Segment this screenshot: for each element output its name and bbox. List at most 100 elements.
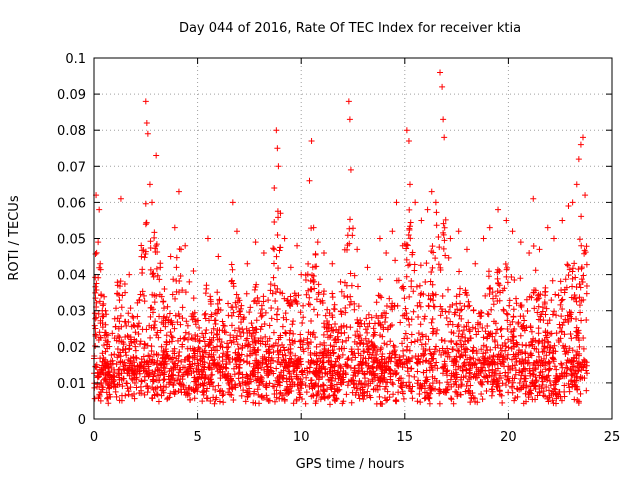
data-point	[119, 346, 126, 353]
data-point	[142, 341, 149, 348]
data-point	[488, 306, 495, 313]
data-point	[572, 274, 579, 281]
data-point	[338, 324, 345, 331]
data-point	[337, 308, 344, 315]
data-point	[169, 334, 176, 341]
data-point	[230, 365, 237, 372]
data-point	[453, 340, 460, 347]
data-point	[173, 277, 180, 284]
data-point	[457, 307, 464, 314]
data-point	[532, 374, 539, 381]
data-point	[246, 309, 253, 316]
data-point	[157, 264, 164, 271]
data-point	[568, 335, 575, 342]
data-point	[157, 327, 164, 334]
data-point	[250, 344, 257, 351]
data-point	[297, 331, 304, 338]
data-point	[235, 295, 242, 302]
data-point	[576, 294, 583, 301]
data-point	[104, 341, 111, 348]
data-point	[116, 297, 123, 304]
data-point	[467, 335, 474, 342]
data-point	[134, 313, 141, 320]
data-point	[383, 310, 390, 317]
data-point	[258, 377, 265, 384]
data-point	[113, 393, 120, 400]
data-point	[472, 374, 479, 381]
data-point	[116, 366, 123, 373]
data-point	[171, 345, 178, 352]
data-point	[200, 388, 207, 395]
data-point	[440, 245, 447, 252]
data-point	[279, 323, 286, 330]
data-point	[540, 388, 547, 395]
data-point	[156, 276, 163, 283]
data-point	[422, 357, 429, 364]
data-point	[478, 346, 485, 353]
data-point	[299, 320, 306, 327]
data-point	[181, 334, 188, 341]
data-point	[399, 340, 406, 347]
data-point	[454, 347, 461, 354]
data-point	[124, 380, 131, 387]
data-point	[303, 374, 310, 381]
data-point	[479, 379, 486, 386]
data-point	[566, 384, 573, 391]
data-point	[293, 357, 300, 364]
data-point	[327, 342, 334, 349]
data-point	[500, 307, 507, 314]
data-point	[469, 348, 476, 355]
data-point	[429, 243, 436, 250]
data-point	[252, 339, 258, 346]
data-point	[462, 373, 469, 380]
data-point	[290, 318, 297, 325]
data-point	[552, 348, 559, 355]
data-point	[496, 388, 503, 395]
data-point	[579, 134, 586, 141]
data-point	[94, 374, 101, 381]
data-point	[436, 387, 443, 394]
data-point	[92, 343, 99, 350]
data-point	[147, 266, 154, 273]
data-point	[574, 383, 581, 390]
data-point	[160, 389, 167, 396]
data-point	[541, 362, 548, 369]
data-point	[507, 321, 514, 328]
data-point	[244, 353, 251, 360]
data-point	[160, 361, 167, 368]
data-point	[335, 375, 342, 382]
data-point	[187, 363, 194, 370]
data-point	[171, 224, 178, 231]
data-point	[330, 392, 337, 399]
data-point	[438, 351, 445, 358]
data-point	[476, 357, 483, 364]
data-point	[544, 360, 551, 367]
data-point	[142, 200, 149, 207]
data-point	[275, 163, 282, 170]
data-point	[400, 352, 407, 359]
data-point	[526, 293, 533, 300]
data-point	[151, 391, 158, 398]
data-point	[383, 303, 390, 310]
data-point	[252, 373, 259, 380]
data-point	[377, 346, 384, 353]
data-point	[154, 329, 161, 336]
data-point	[97, 397, 104, 404]
data-point	[217, 342, 224, 349]
data-point	[417, 399, 424, 406]
data-point	[222, 329, 229, 336]
data-point	[361, 381, 368, 388]
data-point	[427, 278, 434, 285]
data-point	[154, 366, 161, 373]
data-point	[403, 382, 410, 389]
data-point	[542, 311, 549, 318]
data-point	[254, 359, 261, 366]
data-point	[427, 384, 434, 391]
data-point	[508, 274, 515, 281]
data-point	[583, 317, 590, 324]
data-point	[462, 345, 469, 352]
data-point	[347, 270, 354, 277]
data-point	[182, 242, 189, 249]
data-point	[480, 334, 487, 341]
data-point	[528, 328, 535, 335]
